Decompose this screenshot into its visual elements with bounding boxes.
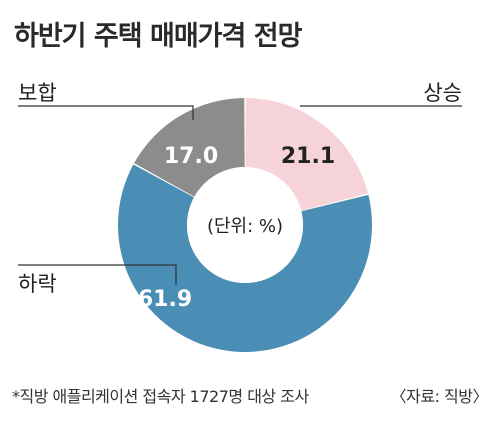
value-label-1: 61.9: [138, 287, 192, 312]
category-label-0: 상승: [423, 81, 462, 105]
category-label-1: 하락: [18, 272, 57, 296]
center-unit-label: (단위: %): [207, 216, 283, 237]
value-label-0: 21.1: [281, 144, 335, 169]
slice-1: [118, 164, 373, 353]
category-label-2: 보합: [18, 81, 57, 105]
slice-2: [134, 98, 245, 197]
donut-hole: [187, 167, 303, 283]
source-label: 〈자료: 직방〉: [390, 387, 489, 406]
slice-0: [245, 98, 369, 211]
footnote: *직방 애플리케이션 접속자 1727명 대상 조사: [12, 387, 309, 406]
leader-line-2: [18, 105, 194, 120]
leader-line-1: [18, 264, 177, 285]
chart-title: 하반기 주택 매매가격 전망: [14, 21, 302, 52]
value-label-2: 17.0: [164, 144, 218, 169]
